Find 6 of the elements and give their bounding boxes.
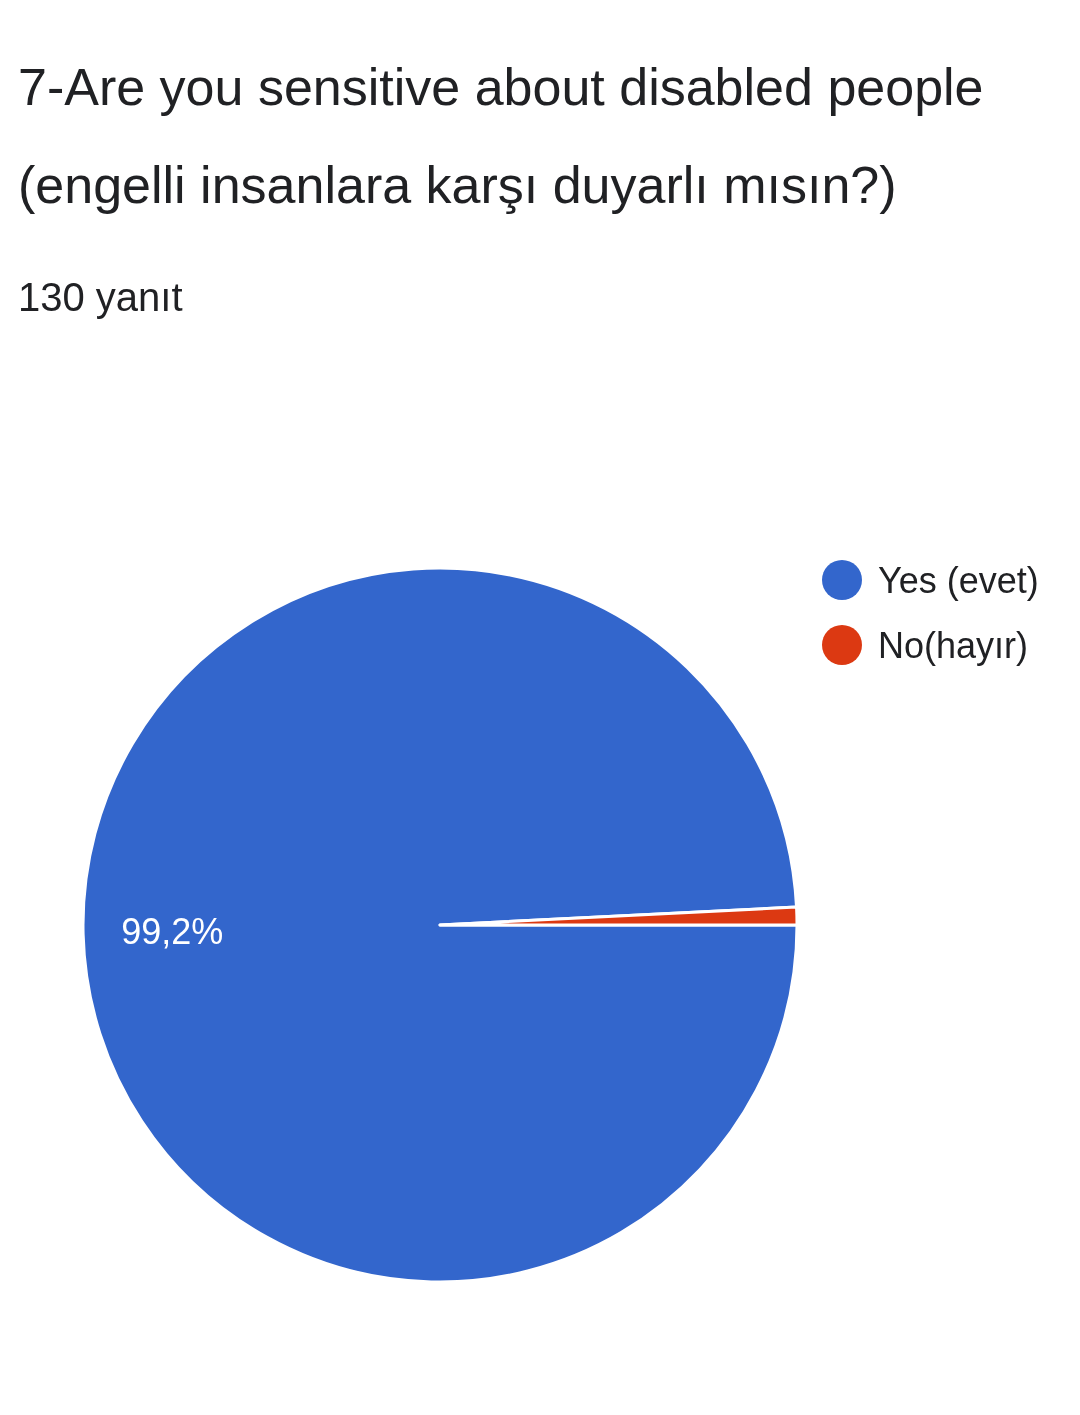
legend-label: No(hayır) <box>878 624 1029 666</box>
chart-subtitle: 130 yanıt <box>18 275 183 319</box>
legend-label: Yes (evet) <box>878 559 1039 601</box>
data-label: 99,2% <box>121 911 224 953</box>
chart-title: 7-Are you sensitive about disabled people (engelli insanlara karşı duyarlı mısın?) <box>18 58 984 214</box>
pie-slice <box>81 566 799 1284</box>
